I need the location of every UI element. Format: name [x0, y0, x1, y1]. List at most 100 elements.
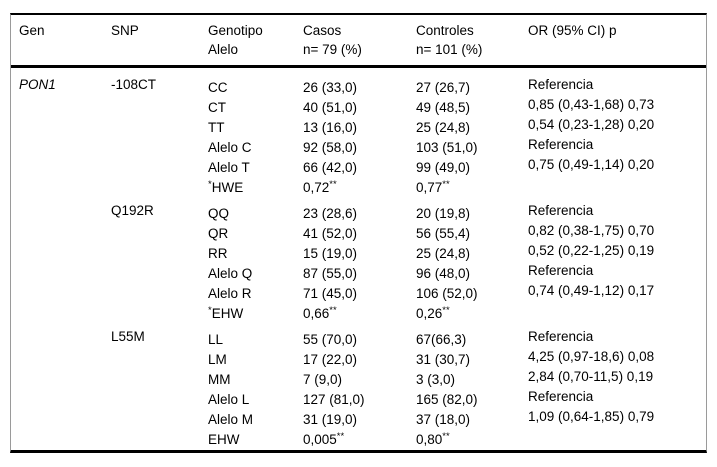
cases-value: 71 (45,0) [303, 286, 358, 301]
gen-cell: PON1 [19, 75, 111, 98]
controls-cell: 103 (51,0) [416, 135, 528, 158]
table-row: Alelo R 71 (45,0) 106 (52,0) 0,74 (0,49-… [11, 281, 706, 301]
cases-cell: 92 (58,0) [303, 135, 416, 158]
gen-cell [19, 301, 111, 324]
gen-cell [19, 427, 111, 450]
header-or-label: OR (95% CI) p [528, 23, 617, 38]
controls-value: 31 (30,7) [416, 352, 471, 367]
controls-cell: 96 (48,0) [416, 261, 528, 284]
genotype-label: Alelo L [208, 392, 250, 407]
genotype-label: Alelo T [208, 160, 250, 175]
controls-asterisk-mark: ** [442, 179, 450, 190]
or-ci-p-cell: 4,25 (0,97-18,6) 0,08 [528, 349, 655, 364]
controls-cell: 67(66,3) [416, 327, 528, 350]
cases-value: 0,72 [303, 180, 330, 195]
controls-cell: 49 (48,5) [416, 95, 528, 118]
controls-value: 3 (3,0) [416, 372, 456, 387]
genotype-label: QR [208, 226, 229, 241]
or-ci-p-cell: Referencia [528, 263, 594, 278]
controls-cell: 3 (3,0) [416, 367, 528, 390]
genotype-cell: LL [208, 327, 303, 350]
snp-cell [111, 175, 208, 198]
table-row: QR 41 (52,0) 56 (55,4) 0,82 (0,38-1,75) … [11, 221, 706, 241]
cases-value: 13 (16,0) [303, 120, 358, 135]
genotype-cell: Alelo L [208, 387, 303, 410]
genotype-label: LM [208, 352, 227, 367]
genotype-label: QQ [208, 206, 230, 221]
cases-value: 66 (42,0) [303, 160, 358, 175]
or-ci-p-cell: 0,75 (0,49-1,14) 0,20 [528, 157, 655, 172]
table-row: MM 7 (9,0) 3 (3,0) 2,84 (0,70-11,5) 0,19 [11, 367, 706, 387]
cases-value: 7 (9,0) [303, 372, 343, 387]
genotype-association-table: Gen SNP Genotipo Alelo Casos n= 79 (%) C… [10, 13, 707, 453]
genotype-label: EHW [211, 306, 244, 321]
genotype-label: Alelo C [208, 140, 252, 155]
controls-cell: 37 (18,0) [416, 407, 528, 430]
snp-cell: -108CT [111, 77, 157, 92]
cases-value: 92 (58,0) [303, 140, 358, 155]
header-controles: Controles n= 101 (%) [416, 21, 528, 59]
genotype-label: RR [208, 246, 228, 261]
genotype-label: CT [208, 100, 226, 115]
controls-cell: 25 (24,8) [416, 241, 528, 264]
cases-cell: 31 (19,0) [303, 407, 416, 430]
genotype-label: Alelo Q [208, 266, 253, 281]
header-controles-line1: Controles [416, 23, 474, 38]
cases-value: 0,005 [303, 432, 337, 447]
cases-cell: 0,72** [303, 175, 416, 198]
table-row: Alelo M 31 (19,0) 37 (18,0) 1,09 (0,64-1… [11, 407, 706, 427]
controls-value: 0,26 [416, 306, 443, 321]
header-gen-label: Gen [19, 23, 45, 38]
cases-cell: 7 (9,0) [303, 367, 416, 390]
controls-value: 20 (19,8) [416, 206, 471, 221]
or-ci-p-cell: Referencia [528, 77, 594, 92]
table-row: *EHW 0,66** 0,26** [11, 301, 706, 321]
snp-cell: Q192R [111, 203, 154, 218]
cases-asterisk-mark: ** [329, 179, 337, 190]
controls-value: 165 (82,0) [416, 392, 478, 407]
header-genotipo-line1: Genotipo [208, 23, 263, 38]
table-row: Q192R QQ 23 (28,6) 20 (19,8) Referencia [11, 201, 706, 221]
cases-value: 17 (22,0) [303, 352, 358, 367]
table-row: PON1 -108CT CC 26 (33,0) 27 (26,7) Refer… [11, 75, 706, 95]
controls-cell: 165 (82,0) [416, 387, 528, 410]
or-ci-p-cell [528, 427, 706, 450]
controls-cell: 20 (19,8) [416, 201, 528, 224]
genotype-cell: CC [208, 75, 303, 98]
genotype-asterisk-mark: * [208, 305, 212, 316]
header-casos-line2: n= 79 (%) [303, 42, 362, 57]
table-row: Alelo L 127 (81,0) 165 (82,0) Referencia [11, 387, 706, 407]
cases-value: 40 (51,0) [303, 100, 358, 115]
cases-cell: 17 (22,0) [303, 347, 416, 370]
controls-asterisk-mark: ** [442, 431, 450, 442]
cases-value: 26 (33,0) [303, 80, 358, 95]
cases-cell: 127 (81,0) [303, 387, 416, 410]
cases-cell: 41 (52,0) [303, 221, 416, 244]
table-row: *HWE 0,72** 0,77** [11, 175, 706, 195]
or-ci-p-cell: 0,82 (0,38-1,75) 0,70 [528, 223, 655, 238]
genotype-cell: CT [208, 95, 303, 118]
genotype-asterisk-mark: * [208, 179, 212, 190]
cases-cell: 23 (28,6) [303, 201, 416, 224]
header-snp: SNP [111, 21, 208, 59]
header-casos: Casos n= 79 (%) [303, 21, 416, 59]
controls-value: 25 (24,8) [416, 120, 471, 135]
genotype-label: LL [208, 332, 224, 347]
genotype-label: Alelo R [208, 286, 252, 301]
table-row: LM 17 (22,0) 31 (30,7) 4,25 (0,97-18,6) … [11, 347, 706, 367]
cases-asterisk-mark: ** [336, 431, 345, 442]
or-ci-p-cell: 2,84 (0,70-11,5) 0,19 [528, 369, 654, 384]
genotype-cell: Alelo Q [208, 261, 303, 284]
controls-cell: 56 (55,4) [416, 221, 528, 244]
table-row: L55M LL 55 (70,0) 67(66,3) Referencia [11, 327, 706, 347]
or-ci-p-cell [528, 175, 706, 198]
genotype-cell: Alelo R [208, 281, 303, 304]
cases-value: 31 (19,0) [303, 412, 358, 427]
controls-value: 37 (18,0) [416, 412, 471, 427]
cases-value: 127 (81,0) [303, 392, 365, 407]
genotype-cell: *HWE [208, 175, 303, 198]
header-casos-line1: Casos [303, 23, 342, 38]
header-gen: Gen [19, 21, 111, 59]
or-ci-p-cell: Referencia [528, 389, 594, 404]
controls-cell: 27 (26,7) [416, 75, 528, 98]
